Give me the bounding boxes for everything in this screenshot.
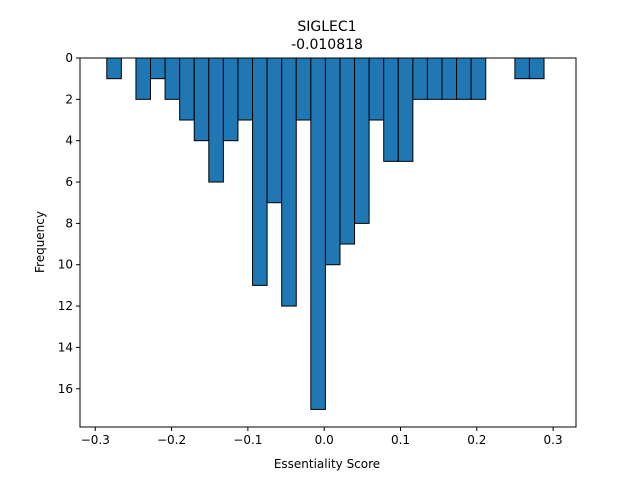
histogram-bar	[266, 57, 283, 204]
histogram-bar	[383, 57, 399, 162]
y-tick-label: 16	[58, 382, 73, 396]
histogram-bar	[164, 57, 181, 100]
histogram-bar	[412, 57, 428, 100]
histogram-bar	[528, 57, 545, 80]
histogram-bar	[252, 57, 268, 286]
x-tick-label: 0.3	[544, 433, 563, 447]
y-tick-label: 0	[65, 51, 73, 65]
chart-subtitle: -0.010818	[291, 37, 363, 53]
histogram-bar	[339, 57, 356, 245]
x-tick-label: −0.3	[81, 433, 110, 447]
y-tick-label: 8	[65, 216, 73, 230]
histogram-bar	[193, 57, 210, 142]
histogram-bar	[426, 57, 443, 100]
histogram-bar	[441, 57, 458, 100]
histogram-bar	[135, 57, 152, 100]
histogram-bar	[368, 57, 385, 121]
x-axis-label: Essentiality Score	[274, 457, 380, 471]
y-tick-label: 2	[65, 92, 73, 106]
chart-title: SIGLEC1	[297, 19, 356, 35]
x-tick-label: −0.1	[233, 433, 262, 447]
x-tick-label: 0.1	[391, 433, 410, 447]
histogram-bar	[456, 57, 472, 100]
x-axis: −0.3 −0.2 −0.1 0.0 0.1 0.2 0.3	[81, 427, 563, 447]
histogram-bar	[310, 57, 326, 410]
histogram-bar	[106, 57, 122, 80]
y-tick-label: 12	[58, 299, 73, 313]
bars-group	[106, 57, 545, 410]
histogram-bar	[179, 57, 195, 121]
y-tick-label: 6	[65, 175, 73, 189]
histogram-bar	[324, 57, 341, 266]
histogram-bar	[397, 57, 414, 162]
histogram-bar	[281, 57, 297, 307]
histogram-bar	[222, 57, 239, 142]
y-tick-label: 4	[65, 134, 73, 148]
histogram-bar	[354, 57, 370, 224]
y-tick-label: 10	[58, 258, 73, 272]
histogram-bar	[295, 57, 312, 121]
x-tick-label: −0.2	[157, 433, 186, 447]
plot-frame	[79, 57, 577, 428]
histogram-bar	[150, 57, 166, 80]
histogram-bar	[208, 57, 224, 183]
x-tick-label: 0.2	[467, 433, 486, 447]
histogram-bar	[470, 57, 487, 100]
x-tick-label: 0.0	[315, 433, 334, 447]
y-axis: 0 2 4 6 8 10 12 14 16	[58, 51, 80, 396]
histogram-bar	[237, 57, 254, 121]
y-axis-label: Frequency	[33, 211, 47, 273]
histogram-bar	[514, 57, 530, 80]
y-tick-label: 14	[58, 340, 73, 354]
